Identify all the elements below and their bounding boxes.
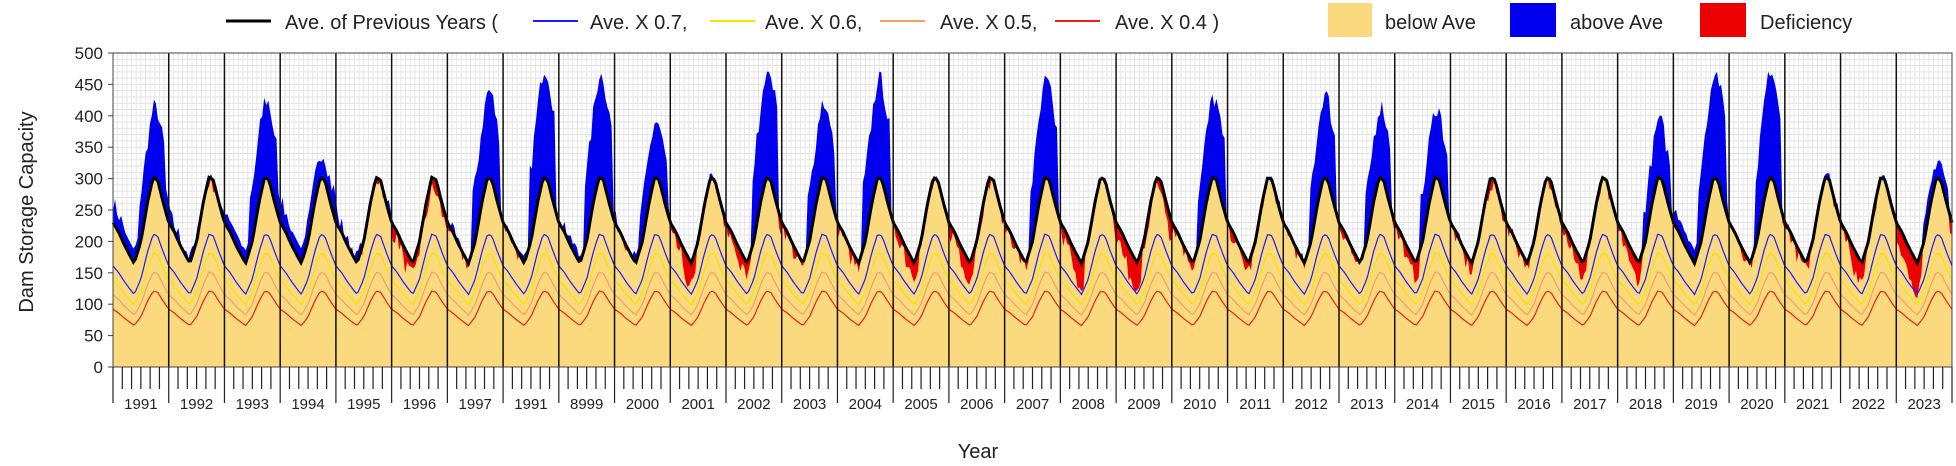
year-label: 2009	[1127, 396, 1160, 413]
year-label: 2018	[1629, 396, 1662, 413]
year-label: 2005	[904, 396, 937, 413]
year-label: 1991	[514, 396, 547, 413]
y-tick-label: 450	[75, 75, 103, 94]
legend-x06-label: Ave. X 0.6,	[765, 12, 862, 34]
year-label: 2013	[1350, 396, 1383, 413]
year-label: 2001	[681, 396, 714, 413]
year-label: 2019	[1685, 396, 1718, 413]
year-label: 1993	[236, 396, 269, 413]
year-label: 2008	[1072, 396, 1105, 413]
year-label: 2000	[626, 396, 659, 413]
legend-avg-label: Ave. of Previous Years (	[285, 12, 498, 34]
reference-lines	[111, 174, 1954, 327]
year-label: 1992	[180, 396, 213, 413]
legend-x07-label: Ave. X 0.7,	[590, 12, 687, 34]
y-tick-label: 350	[75, 138, 103, 157]
y-ticks: 0 50 100 150 200 250 300 350 400 450 500	[75, 44, 113, 377]
y-tick-label: 0	[94, 358, 103, 377]
legend-deficiency-label: Deficiency	[1760, 12, 1852, 34]
year-label: 1991	[124, 396, 157, 413]
year-label: 1995	[347, 396, 380, 413]
y-tick-label: 400	[75, 107, 103, 126]
legend-below-label: below Ave	[1385, 12, 1476, 34]
year-label: 1997	[459, 396, 492, 413]
ave-previous-years-line	[111, 174, 1954, 268]
legend-above-swatch	[1510, 3, 1556, 37]
x-axis-label: Year	[958, 441, 999, 463]
legend-x04-label: Ave. X 0.4 )	[1115, 12, 1219, 34]
year-separators	[167, 53, 1898, 367]
year-label: 2016	[1517, 396, 1550, 413]
y-tick-label: 250	[75, 201, 103, 220]
y-tick-label: 200	[75, 232, 103, 251]
ave-x04-line	[112, 290, 1953, 327]
y-axis-label: Dam Storage Capacity	[16, 111, 38, 312]
legend: Ave. of Previous Years ( Ave. X 0.7, Ave…	[226, 3, 1852, 37]
legend-x05-label: Ave. X 0.5,	[940, 12, 1037, 34]
legend-above-label: above Ave	[1570, 12, 1663, 34]
year-label: 2017	[1573, 396, 1606, 413]
year-label: 2010	[1183, 396, 1216, 413]
y-tick-label: 150	[75, 264, 103, 283]
year-label: 2012	[1294, 396, 1327, 413]
year-label: 2022	[1852, 396, 1885, 413]
y-tick-label: 50	[84, 327, 103, 346]
legend-deficiency-swatch	[1700, 3, 1746, 37]
year-label: 2014	[1406, 396, 1439, 413]
year-label: 2021	[1796, 396, 1829, 413]
year-label: 2002	[737, 396, 770, 413]
year-label: 2020	[1740, 396, 1773, 413]
year-label: 1994	[291, 396, 324, 413]
year-label: 2003	[793, 396, 826, 413]
year-label: 2007	[1016, 396, 1049, 413]
year-label: 2015	[1462, 396, 1495, 413]
ave-x06-line	[112, 252, 1953, 306]
ave-x07-line	[112, 233, 1953, 296]
year-label: 2006	[960, 396, 993, 413]
year-label: 8999	[570, 396, 603, 413]
y-tick-label: 100	[75, 295, 103, 314]
y-tick-label: 300	[75, 170, 103, 189]
legend-below-swatch	[1328, 3, 1372, 37]
year-label: 1996	[403, 396, 436, 413]
y-tick-label: 500	[75, 44, 103, 63]
x-ticks: 1991 1992 1993 1994 1995 1996 1997 1991 8999 2000…	[112, 367, 1953, 413]
year-label: 2011	[1239, 396, 1271, 413]
year-label: 2023	[1907, 396, 1940, 413]
year-label: 2004	[849, 396, 882, 413]
above-average-area	[113, 71, 1952, 264]
ave-x05-line	[112, 271, 1953, 317]
